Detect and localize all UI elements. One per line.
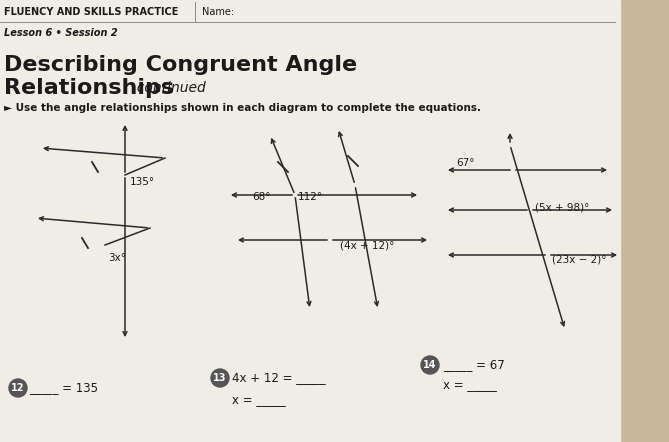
Text: 67°: 67° — [456, 158, 474, 168]
Text: FLUENCY AND SKILLS PRACTICE: FLUENCY AND SKILLS PRACTICE — [4, 7, 179, 17]
Text: Relationships: Relationships — [4, 78, 174, 98]
Circle shape — [211, 369, 229, 387]
Circle shape — [9, 379, 27, 397]
Text: Lesson 6 • Session 2: Lesson 6 • Session 2 — [4, 28, 118, 38]
Text: Describing Congruent Angle: Describing Congruent Angle — [4, 55, 357, 75]
Text: x = _____: x = _____ — [232, 393, 286, 407]
Text: Name:: Name: — [202, 7, 234, 17]
Text: _____ = 67: _____ = 67 — [443, 358, 504, 371]
Circle shape — [421, 356, 439, 374]
Text: (4x + 12)°: (4x + 12)° — [340, 240, 394, 250]
Text: 4x + 12 = _____: 4x + 12 = _____ — [232, 371, 326, 385]
Text: 112°: 112° — [298, 192, 323, 202]
Text: 12: 12 — [11, 383, 25, 393]
Text: x = _____: x = _____ — [443, 378, 497, 392]
Text: 13: 13 — [213, 373, 227, 383]
Text: (23x − 2)°: (23x − 2)° — [552, 255, 607, 265]
Text: _____ = 135: _____ = 135 — [29, 381, 98, 395]
Text: 3x°: 3x° — [108, 253, 126, 263]
Text: ► Use the angle relationships shown in each diagram to complete the equations.: ► Use the angle relationships shown in e… — [4, 103, 481, 113]
Text: 14: 14 — [423, 360, 437, 370]
Text: continued: continued — [128, 81, 206, 95]
Text: 135°: 135° — [130, 177, 155, 187]
Text: 68°: 68° — [252, 192, 270, 202]
Text: (5x + 98)°: (5x + 98)° — [535, 202, 589, 212]
